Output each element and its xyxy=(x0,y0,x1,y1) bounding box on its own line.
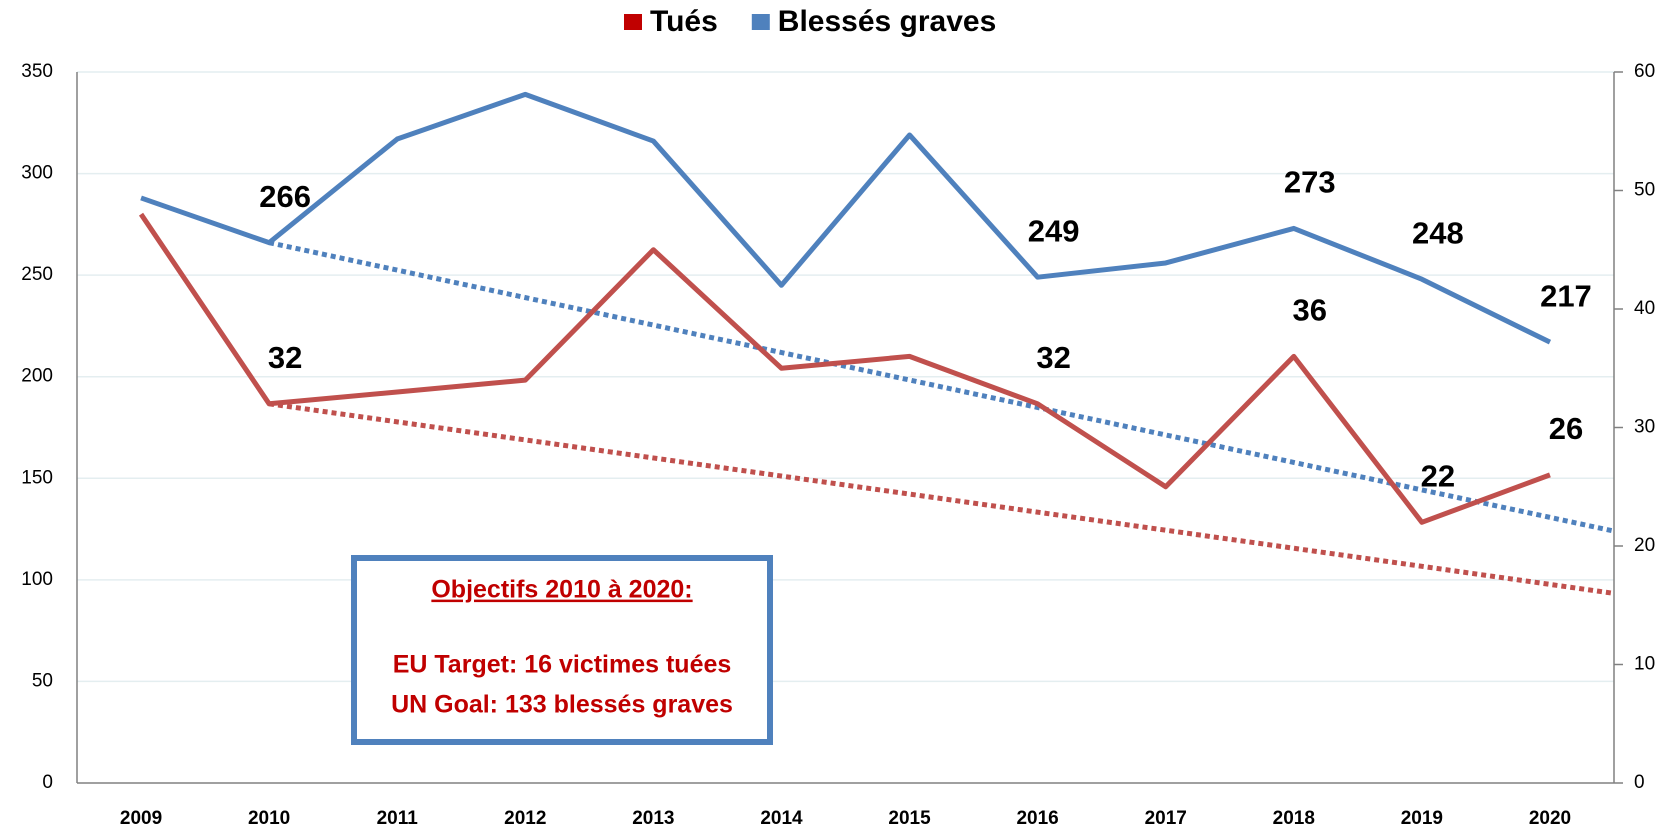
x-tick-label: 2010 xyxy=(248,808,290,829)
y-tick-label: 250 xyxy=(21,264,53,285)
annotation-line: EU Target: 16 victimes tuées xyxy=(393,651,732,679)
data-label: 22 xyxy=(1421,458,1455,493)
data-label: 26 xyxy=(1549,411,1583,446)
annotation-line: UN Goal: 133 blessés graves xyxy=(391,691,733,719)
y2-tick-label: 30 xyxy=(1634,417,1655,438)
annotation-box xyxy=(351,555,773,745)
x-tick-label: 2011 xyxy=(377,808,419,829)
data-label: 36 xyxy=(1293,293,1327,328)
x-tick-label: 2016 xyxy=(1016,808,1058,829)
data-label: 248 xyxy=(1412,215,1464,250)
data-label: 32 xyxy=(1036,340,1070,375)
x-tick-label: 2018 xyxy=(1273,808,1315,829)
y-tick-label: 50 xyxy=(32,670,53,691)
data-label: 217 xyxy=(1540,278,1592,313)
legend-swatch xyxy=(624,14,642,30)
y2-tick-label: 50 xyxy=(1634,180,1655,201)
x-tick-label: 2019 xyxy=(1401,808,1443,829)
x-tick-label: 2017 xyxy=(1145,808,1187,829)
y2-tick-label: 10 xyxy=(1634,654,1655,675)
x-tick-label: 2020 xyxy=(1529,808,1571,829)
y2-tick-label: 20 xyxy=(1634,535,1655,556)
x-tick-label: 2013 xyxy=(632,808,674,829)
y-tick-label: 100 xyxy=(21,569,53,590)
y2-tick-label: 40 xyxy=(1634,298,1655,319)
series-line xyxy=(138,212,1551,525)
y2-tick-label: 0 xyxy=(1634,772,1645,793)
legend-label: Tués xyxy=(650,5,718,38)
x-tick-label: 2012 xyxy=(504,808,546,829)
data-label: 273 xyxy=(1284,165,1336,200)
y-tick-label: 350 xyxy=(21,61,53,82)
x-tick-label: 2014 xyxy=(760,808,803,829)
y2-tick-label: 60 xyxy=(1634,61,1655,82)
data-label: 32 xyxy=(268,340,302,375)
x-tick-label: 2009 xyxy=(120,808,162,829)
data-label: 266 xyxy=(259,179,311,214)
y-tick-label: 300 xyxy=(21,163,53,184)
legend-swatch xyxy=(751,14,770,30)
data-label: 249 xyxy=(1028,213,1080,248)
y-tick-label: 200 xyxy=(21,366,53,387)
legend-label: Blessés graves xyxy=(778,5,997,38)
y-tick-label: 0 xyxy=(42,772,53,793)
series-line xyxy=(140,91,1552,345)
y-tick-label: 150 xyxy=(21,467,53,488)
annotation-title: Objectifs 2010 à 2020: xyxy=(431,576,692,604)
trend-line xyxy=(268,401,1615,596)
x-tick-label: 2015 xyxy=(888,808,931,829)
